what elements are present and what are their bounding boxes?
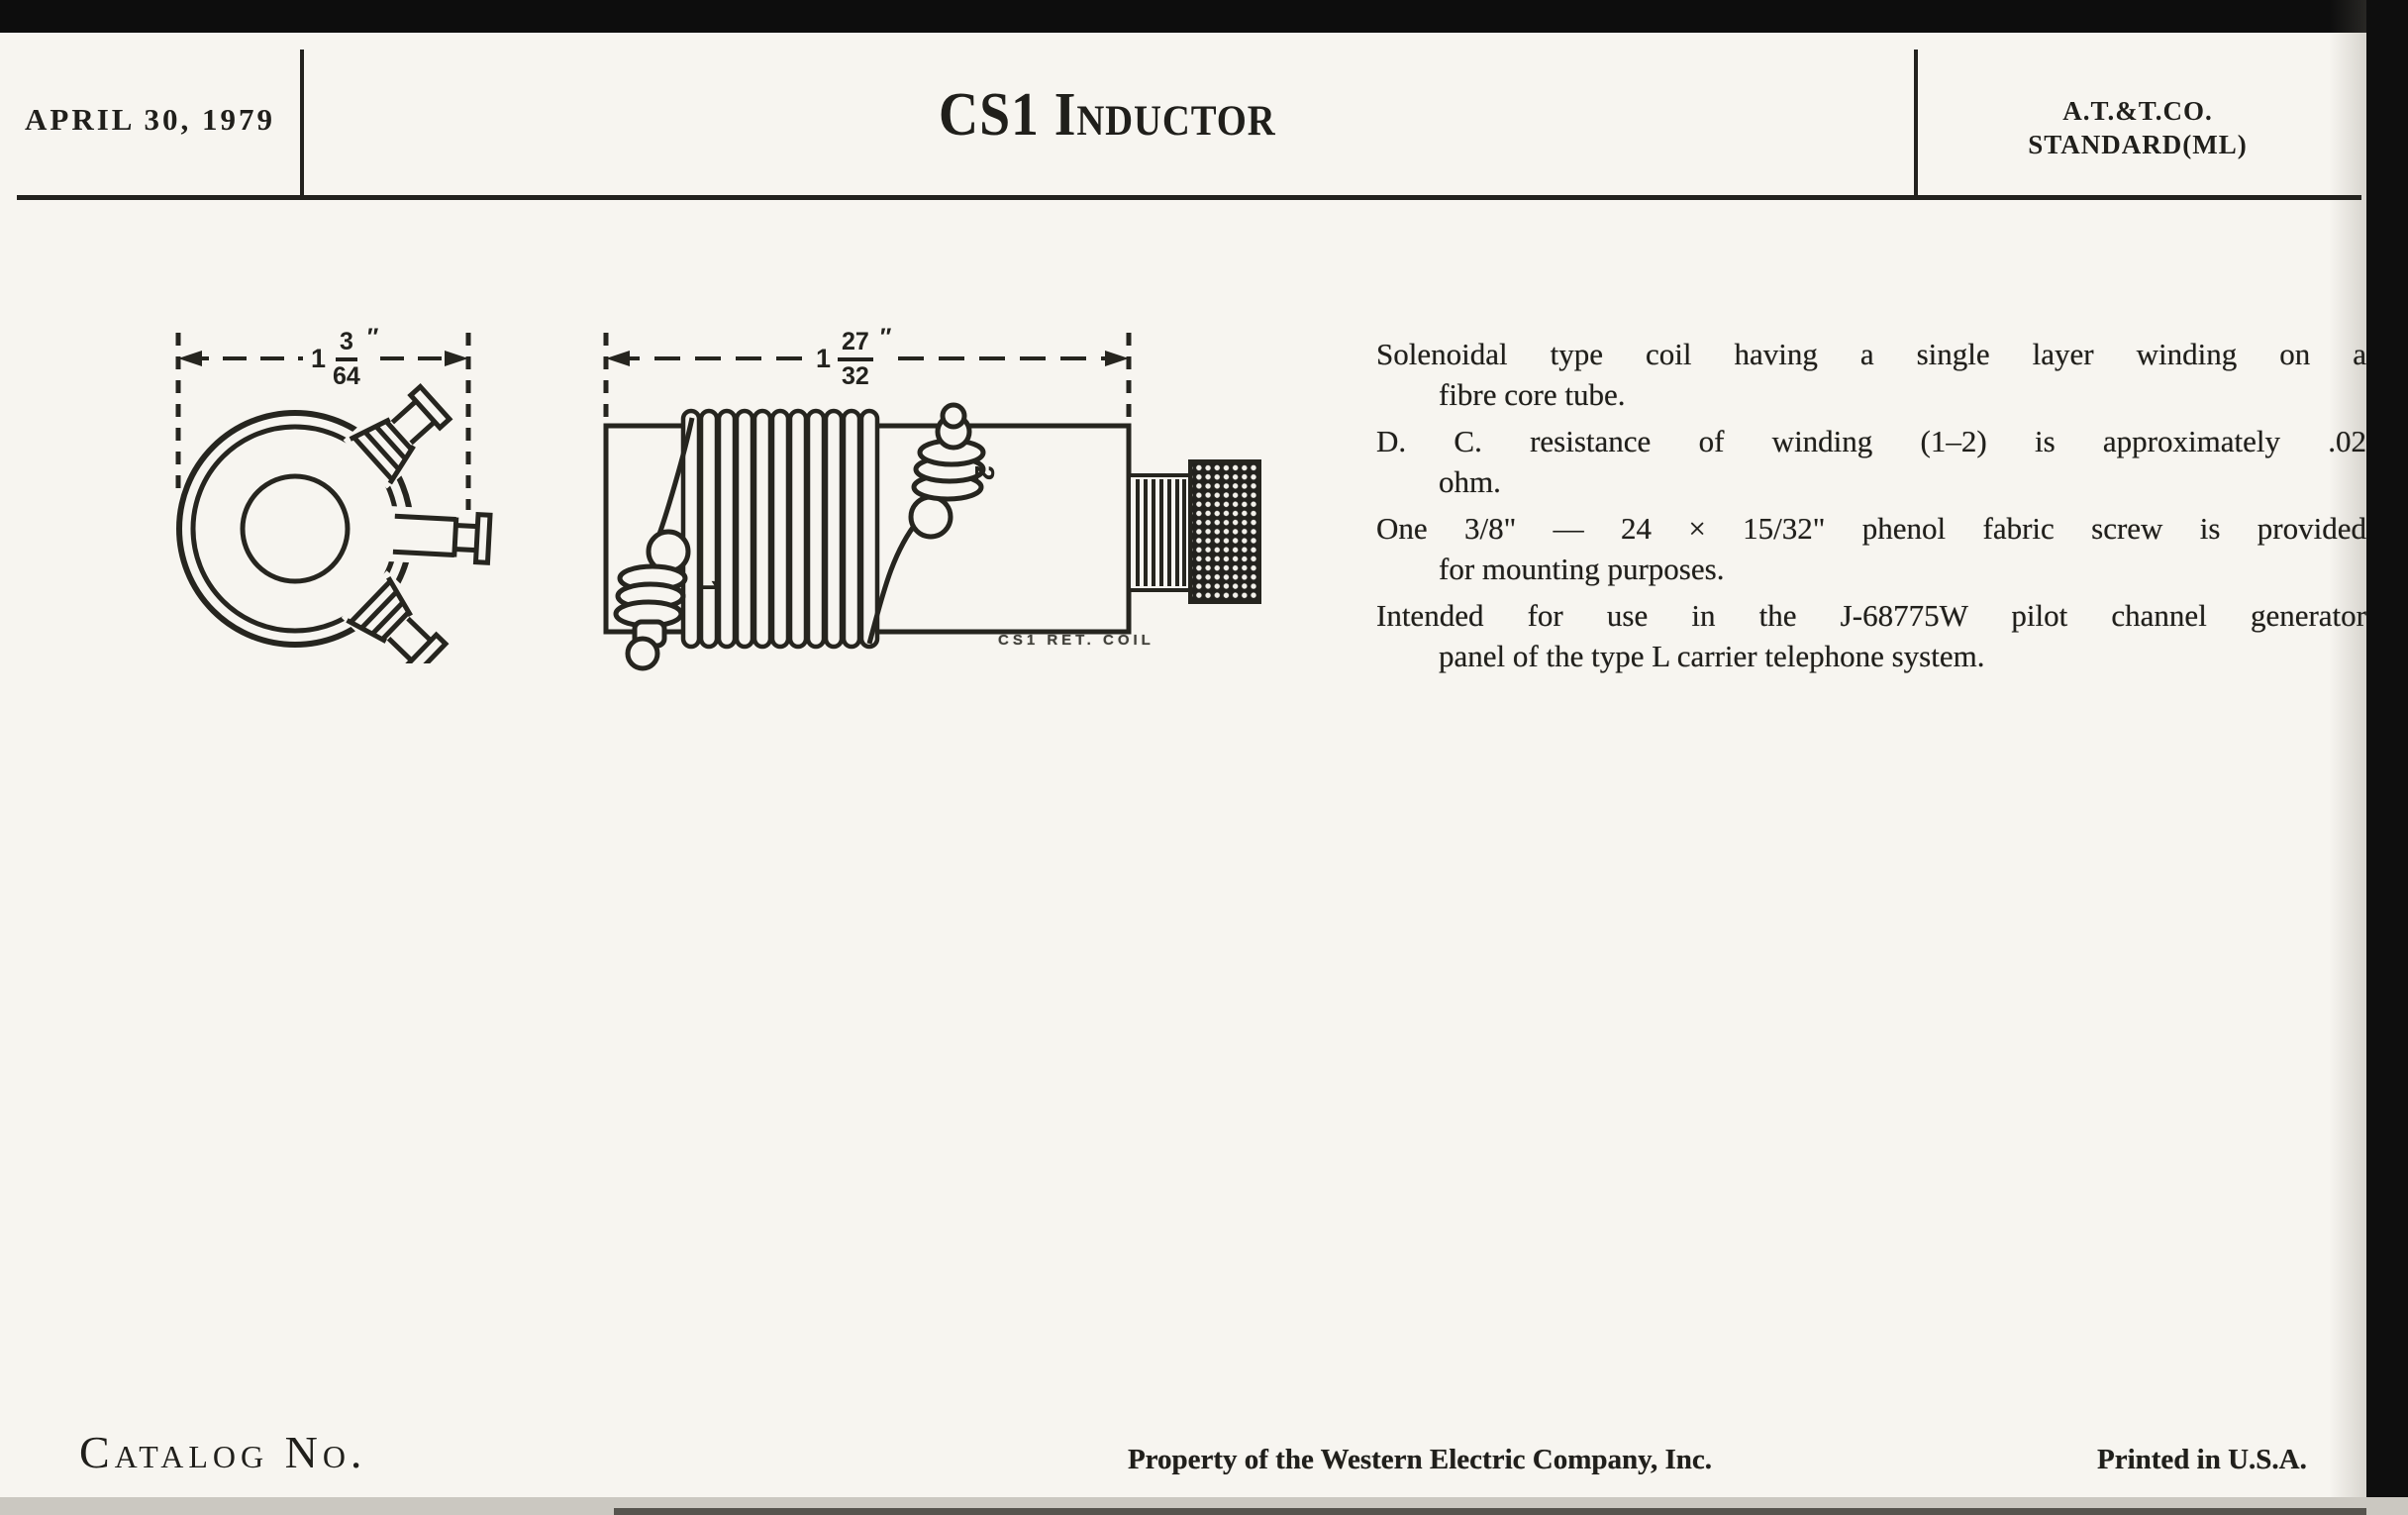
scan-right-shadow bbox=[2329, 0, 2366, 1515]
header-title-cell: CS1 Inductor bbox=[300, 33, 1914, 197]
header-divider-right bbox=[1914, 50, 1918, 197]
header-date-cell: APRIL 30, 1979 bbox=[0, 33, 300, 197]
description-column: Solenoidal type coil having a single lay… bbox=[1376, 334, 2366, 682]
terminal-lug-upper bbox=[343, 370, 464, 489]
dimension-fraction: 27 32 bbox=[838, 330, 873, 389]
inch-mark: ″ bbox=[879, 324, 892, 351]
knurled-nut bbox=[1188, 459, 1261, 604]
side-view-drawing: 1 2 bbox=[603, 333, 1261, 671]
dimension-fraction: 3 64 bbox=[333, 328, 360, 390]
org-name: A.T.&T.CO. bbox=[2062, 96, 2213, 126]
inch-mark: ″ bbox=[366, 324, 379, 351]
issue-date: APRIL 30, 1979 bbox=[25, 102, 275, 137]
property-notice: Property of the Western Electric Company… bbox=[1127, 1444, 1713, 1475]
header-rule bbox=[17, 195, 2361, 200]
page-title: CS1 Inductor bbox=[938, 80, 1276, 149]
dimension-whole: 1 bbox=[816, 344, 832, 373]
header-divider-left bbox=[300, 50, 304, 197]
org-standard-label: STANDARD(ML) bbox=[2028, 130, 2248, 159]
terminal-1-assembly bbox=[613, 417, 695, 671]
scan-bottom-edge bbox=[614, 1508, 2366, 1515]
side-view-dimension: 1 27 32 ″ bbox=[816, 326, 891, 389]
terminal-2-assembly bbox=[866, 402, 986, 645]
scan-right-black-bar bbox=[2366, 0, 2408, 1515]
winding-turns bbox=[680, 408, 880, 650]
end-view-drawing bbox=[175, 333, 493, 663]
scan-top-black-bar bbox=[0, 0, 2408, 33]
catalog-number-label: Catalog No. bbox=[79, 1427, 367, 1477]
terminal-lug-lower bbox=[341, 570, 461, 663]
coil-stamp: CS1 RET. COIL bbox=[998, 632, 1154, 649]
threaded-stud bbox=[1127, 473, 1192, 592]
dimension-whole: 1 bbox=[311, 344, 327, 373]
description-paragraph: Intended for use in the J-68775W pilot c… bbox=[1376, 598, 2366, 673]
printed-in-usa: Printed in U.S.A. bbox=[2097, 1444, 2307, 1475]
terminal-2-label: 2 bbox=[969, 465, 1000, 481]
header-org-cell: A.T.&T.CO. STANDARD(ML) bbox=[1914, 33, 2361, 197]
description-paragraph: Solenoidal type coil having a single lay… bbox=[1376, 337, 2366, 412]
terminal-lug-middle bbox=[388, 506, 493, 567]
description-paragraph: D. C. resistance of winding (1–2) is app… bbox=[1376, 424, 2366, 499]
end-view-dimension: 1 3 64 ″ bbox=[311, 326, 378, 390]
description-paragraph: One 3/8" — 24 × 15/32" phenol fabric scr… bbox=[1376, 511, 2366, 586]
terminal-1-label: 1 bbox=[693, 579, 723, 594]
